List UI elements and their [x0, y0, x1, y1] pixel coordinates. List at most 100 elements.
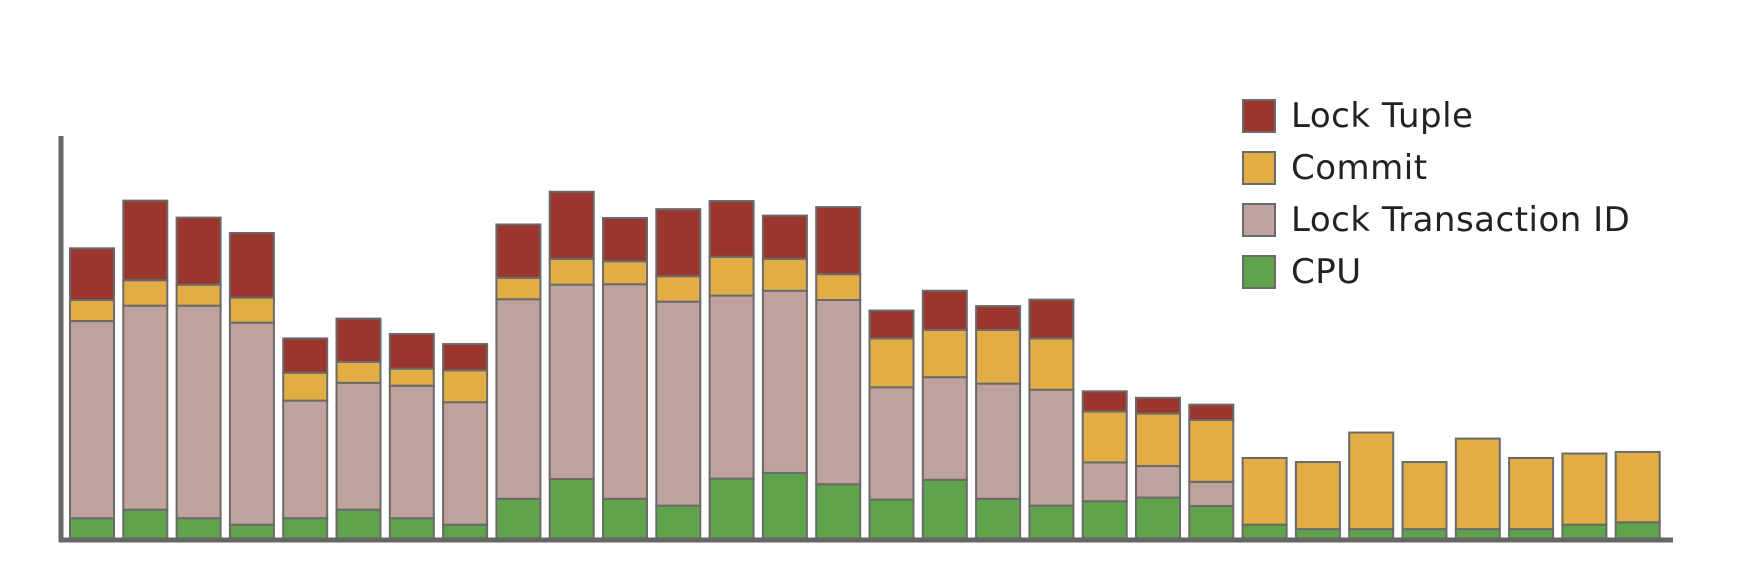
bar-segment-lock-transaction-id [975, 382, 1022, 500]
bar-segment-lock-transaction-id [388, 384, 435, 520]
bar-segment-commit [1188, 419, 1235, 483]
legend-swatch-commit [1242, 151, 1276, 185]
legend-label: Lock Transaction ID [1291, 200, 1631, 240]
bar-segment-lock-transaction-id [495, 298, 542, 500]
bar-segment-commit [495, 276, 542, 301]
bar-segment-commit [1348, 431, 1395, 531]
bar-segment-cpu [388, 517, 435, 542]
legend-swatch-cpu [1242, 255, 1276, 289]
bar-segment-cpu [761, 471, 808, 542]
bar-segment-lock-tuple [122, 199, 169, 282]
bar-segment-cpu [282, 517, 329, 542]
bar-segment-lock-transaction-id [1135, 465, 1181, 499]
bar-segment-cpu [975, 497, 1022, 541]
legend-item-cpu: CPU [1242, 246, 1630, 298]
bar-segment-commit [1614, 450, 1661, 524]
bar-segment-lock-transaction-id [228, 321, 275, 526]
bar-segment-cpu [335, 508, 382, 542]
bar-segment-commit [1561, 452, 1608, 526]
bar-segment-lock-transaction-id [1028, 388, 1075, 507]
bar-segment-commit [1401, 461, 1448, 531]
bar-segment-commit [1028, 337, 1075, 391]
bars-group [69, 190, 1661, 542]
bar-segment-cpu [69, 517, 115, 542]
legend-item-lock-transaction-id: Lock Transaction ID [1242, 194, 1630, 246]
bar-segment-commit [1135, 412, 1181, 468]
bar-segment-cpu [1028, 504, 1075, 542]
bar-segment-lock-tuple [655, 208, 702, 278]
bar-segment-commit [388, 367, 435, 387]
bar-segment-cpu [1614, 521, 1661, 541]
bar-segment-lock-transaction-id [602, 283, 648, 500]
bar-segment-lock-tuple [761, 214, 808, 260]
bar-segment-commit [655, 275, 702, 303]
bar-segment-cpu [708, 477, 755, 542]
bar-segment-lock-transaction-id [548, 283, 595, 480]
bar-segment-cpu [122, 508, 169, 542]
bar-segment-commit [868, 337, 915, 389]
bar-segment-cpu [495, 497, 542, 541]
bar-segment-cpu [655, 504, 702, 542]
bar-segment-commit [602, 260, 648, 286]
legend-label: Commit [1291, 148, 1428, 188]
bar-segment-commit [975, 328, 1022, 385]
bar-segment-lock-transaction-id [655, 300, 702, 507]
bar-segment-lock-tuple [708, 200, 755, 258]
bar-segment-lock-tuple [1081, 390, 1128, 413]
legend-label: CPU [1291, 252, 1362, 292]
bar-segment-lock-transaction-id [1081, 461, 1128, 503]
bar-segment-lock-tuple [975, 305, 1022, 331]
bar-segment-lock-transaction-id [708, 294, 755, 480]
bar-segment-lock-tuple [868, 309, 915, 340]
bar-segment-lock-transaction-id [335, 381, 382, 511]
bar-segment-lock-tuple [442, 343, 489, 372]
bar-segment-lock-tuple [1135, 396, 1181, 415]
bar-segment-lock-transaction-id [868, 386, 915, 501]
bar-segment-cpu [1188, 505, 1235, 541]
bar-segment-commit [548, 257, 595, 286]
bar-segment-lock-tuple [1028, 298, 1075, 340]
legend-label: Lock Tuple [1291, 96, 1474, 136]
bar-segment-commit [122, 279, 169, 307]
bar-segment-cpu [548, 477, 595, 542]
bar-segment-cpu [868, 498, 915, 542]
bar-segment-lock-transaction-id [175, 304, 222, 520]
bar-segment-commit [442, 369, 489, 404]
bar-segment-lock-tuple [388, 332, 435, 370]
legend-swatch-lock-transaction-id [1242, 203, 1276, 237]
bar-segment-cpu [1135, 496, 1181, 541]
legend-swatch-lock-tuple [1242, 99, 1276, 133]
bar-segment-lock-tuple [548, 190, 595, 260]
bar-segment-cpu [1081, 500, 1128, 542]
bar-segment-lock-tuple [228, 231, 275, 299]
bar-segment-commit [335, 360, 382, 384]
bar-segment-cpu [921, 478, 968, 541]
bar-segment-lock-transaction-id [815, 299, 862, 486]
bar-segment-lock-transaction-id [1188, 480, 1235, 508]
bar-segment-lock-tuple [282, 337, 329, 374]
bar-segment-lock-tuple [602, 217, 648, 263]
bar-segment-commit [69, 299, 115, 323]
bar-segment-commit [175, 283, 222, 307]
bar-segment-lock-tuple [921, 289, 968, 331]
bar-segment-commit [708, 255, 755, 297]
bar-segment-commit [1508, 456, 1555, 531]
bar-segment-commit [228, 296, 275, 324]
bar-segment-lock-transaction-id [282, 399, 329, 520]
bar-segment-cpu [602, 497, 648, 541]
bar-segment-lock-tuple [175, 216, 222, 286]
bar-segment-commit [815, 273, 862, 302]
bar-segment-lock-transaction-id [761, 289, 808, 474]
bar-segment-lock-transaction-id [69, 320, 115, 520]
bar-segment-commit [761, 257, 808, 292]
bar-segment-commit [921, 328, 968, 379]
bar-segment-lock-transaction-id [442, 401, 489, 526]
bar-segment-lock-tuple [69, 247, 115, 302]
bar-segment-lock-tuple [495, 223, 542, 279]
legend: Lock Tuple Commit Lock Transaction ID CP… [1242, 90, 1630, 298]
legend-item-lock-tuple: Lock Tuple [1242, 90, 1630, 142]
bar-segment-lock-transaction-id [921, 376, 968, 481]
bar-segment-lock-tuple [815, 206, 862, 276]
bar-segment-lock-transaction-id [122, 304, 169, 511]
